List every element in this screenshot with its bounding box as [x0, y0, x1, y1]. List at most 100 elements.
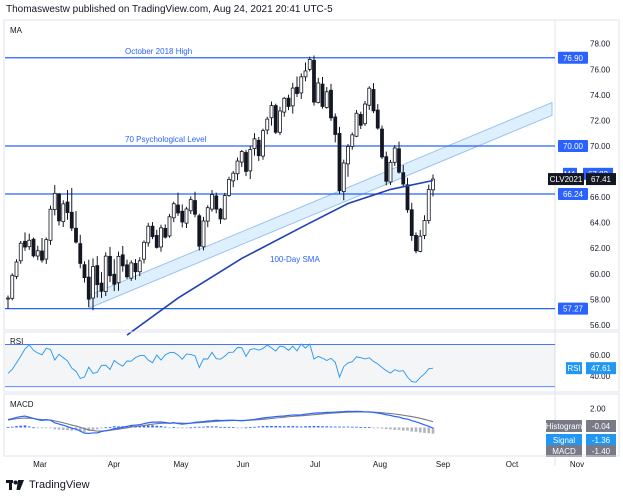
macd-histogram-bar: [299, 426, 303, 428]
level-tag-text: 66.24: [563, 190, 584, 199]
macd-histogram-bar: [61, 427, 65, 430]
macd-histogram-bar: [219, 426, 222, 428]
macd-histogram-bar: [172, 427, 176, 428]
candle-body: [235, 160, 240, 175]
macd-histogram-bar: [108, 427, 112, 428]
candle-body: [44, 239, 49, 260]
candle-body: [367, 87, 372, 106]
publish-info: Thomaswestw published on TradingView.com…: [6, 4, 333, 15]
macd-histogram-bar: [376, 427, 380, 429]
price-tick-label: 72.00: [590, 116, 611, 125]
macd-histogram-bar: [367, 427, 371, 429]
rsi-label: RSI: [10, 337, 23, 346]
macd-value-tag-name-box: [546, 445, 582, 457]
candle-body: [397, 148, 401, 173]
candle-body: [14, 261, 19, 277]
macd-histogram-bar: [185, 427, 188, 429]
candle-body: [380, 128, 384, 158]
candle-body: [273, 105, 278, 133]
macd-histogram-bar: [418, 427, 422, 433]
candle-body: [392, 147, 397, 163]
macd-histogram-bar: [100, 427, 103, 429]
level-price-tag: 70.00: [558, 139, 588, 152]
candle-body: [252, 138, 257, 150]
macd-histogram-tag-name-box: [546, 420, 582, 432]
candle-body: [112, 273, 117, 285]
macd-histogram-bar: [423, 427, 426, 433]
candle-body: [125, 264, 129, 278]
price-tag: CLV2021 67.41: [548, 173, 616, 186]
symbol-tag-text: CLV2021: [550, 175, 583, 184]
macd-histogram-bar: [49, 427, 52, 429]
macd-histogram-bar: [193, 426, 197, 428]
candle-body: [227, 179, 231, 196]
macd-signal-tag-value-box: [586, 434, 616, 446]
macd-histogram-bar: [325, 426, 329, 428]
candle-body: [337, 133, 342, 191]
macd-histogram-bar: [372, 427, 375, 429]
macd-histogram-bar: [304, 426, 307, 428]
macd-histogram-bar: [23, 425, 27, 428]
level-tag-text: 76.90: [563, 54, 584, 63]
candle-body: [142, 241, 146, 260]
candle-body: [431, 178, 435, 191]
candle-body: [218, 208, 223, 220]
macd-histogram-bar: [44, 427, 48, 429]
level-tag-text: 57.27: [563, 305, 584, 314]
macd-histogram-bar: [338, 426, 341, 428]
rsi-tag-value-box: [586, 362, 616, 375]
macd-histogram-tag-value-box: [586, 420, 616, 432]
level-label: 70 Psychological Level: [125, 135, 207, 144]
macd-histogram-bar: [117, 426, 120, 428]
macd-histogram-bar: [87, 427, 91, 432]
candle-body: [363, 103, 367, 125]
last-price-text: 67.41: [591, 175, 612, 184]
macd-histogram-bar: [146, 425, 150, 428]
price-tick-label: 74.00: [590, 91, 611, 100]
macd-histogram-bar: [414, 427, 418, 432]
candle-body: [307, 59, 312, 70]
macd-signal-tag-value: -1.36: [592, 436, 611, 445]
rsi-pane-frame: [3, 331, 620, 393]
macd-histogram-bar: [66, 427, 69, 431]
candle-body: [6, 297, 10, 300]
macd-histogram-bar: [321, 426, 324, 428]
macd-histogram-bar: [78, 427, 82, 432]
price-tick-label: 76.00: [590, 65, 611, 74]
sma-100-line: [126, 179, 434, 336]
candle-body: [418, 235, 423, 252]
candle-body: [23, 240, 27, 248]
candle-body: [320, 83, 325, 107]
candle-body: [65, 201, 70, 213]
macd-histogram-bar: [142, 425, 146, 428]
candle-body: [99, 282, 104, 292]
candle-body: [371, 89, 376, 112]
macd-histogram-bar: [6, 426, 10, 428]
macd-histogram-bar: [397, 427, 401, 430]
macd-histogram-bar: [19, 425, 23, 428]
tradingview-brand-text: TradingView: [29, 479, 90, 491]
level-tag-box: [558, 188, 588, 201]
level-tag-box: [558, 139, 588, 152]
candle-body: [57, 193, 61, 222]
candle-body: [299, 76, 304, 94]
candle-body: [180, 210, 185, 223]
candle-body: [354, 112, 359, 137]
macd-histogram-tag-name: Histogram: [546, 422, 583, 431]
macd-histogram-bar: [151, 425, 154, 428]
macd-histogram-bar: [40, 427, 44, 429]
candle-body: [329, 89, 333, 119]
macd-histogram-bar: [308, 426, 312, 428]
candle-body: [129, 262, 134, 279]
macd-histogram-bar: [363, 427, 367, 429]
price-tick-label: 62.00: [590, 244, 611, 253]
candle-body: [333, 116, 338, 135]
macd-histogram-bar: [202, 426, 205, 428]
price-tick-label: 56.00: [590, 321, 611, 330]
candle-body: [222, 195, 227, 220]
time-tick-label: Oct: [506, 460, 519, 469]
candle-body: [205, 207, 210, 222]
macd-histogram-bar: [389, 427, 392, 430]
candle-body: [116, 255, 121, 284]
price-tick-label: 64.00: [590, 219, 611, 228]
